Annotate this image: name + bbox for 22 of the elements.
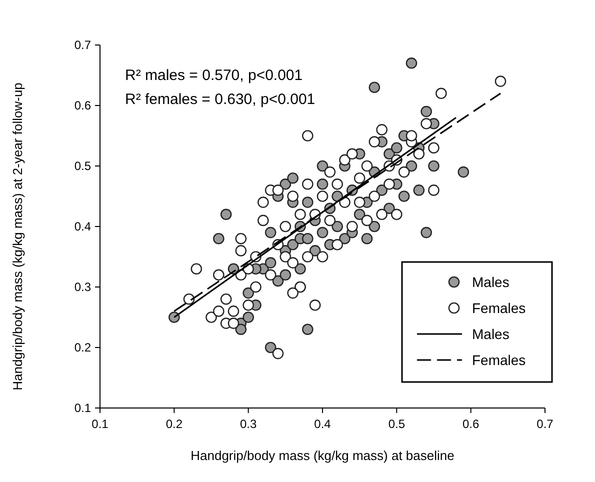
x-tick-label: 0.7 xyxy=(536,417,554,431)
x-tick-label: 0.2 xyxy=(166,417,183,431)
legend-label: Females xyxy=(472,300,526,316)
y-tick-label: 0.5 xyxy=(74,159,92,173)
y-tick-label: 0.4 xyxy=(74,220,92,234)
annotation: R² males = 0.570, p<0.001 xyxy=(125,67,303,84)
y-tick-label: 0.1 xyxy=(74,401,92,415)
y-tick-label: 0.6 xyxy=(74,98,92,112)
x-axis-title: Handgrip/body mass (kg/kg mass) at baseline xyxy=(190,448,454,463)
y-tick-label: 0.3 xyxy=(74,280,92,294)
x-tick-label: 0.6 xyxy=(462,417,480,431)
x-tick-label: 0.3 xyxy=(240,417,257,431)
legend-label: Males xyxy=(472,326,510,342)
annotation: R² females = 0.630, p<0.001 xyxy=(125,91,316,108)
y-axis-title: Handgrip/body mass (kg/kg mass) at 2-year follow-up xyxy=(10,82,25,390)
y-tick-label: 0.7 xyxy=(74,38,92,52)
x-tick-label: 0.5 xyxy=(388,417,406,431)
legend-label: Females xyxy=(472,352,526,368)
x-tick-label: 0.1 xyxy=(92,417,109,431)
y-tick-label: 0.2 xyxy=(74,340,92,354)
x-tick-label: 0.4 xyxy=(314,417,332,431)
legend-label: Males xyxy=(472,274,510,290)
